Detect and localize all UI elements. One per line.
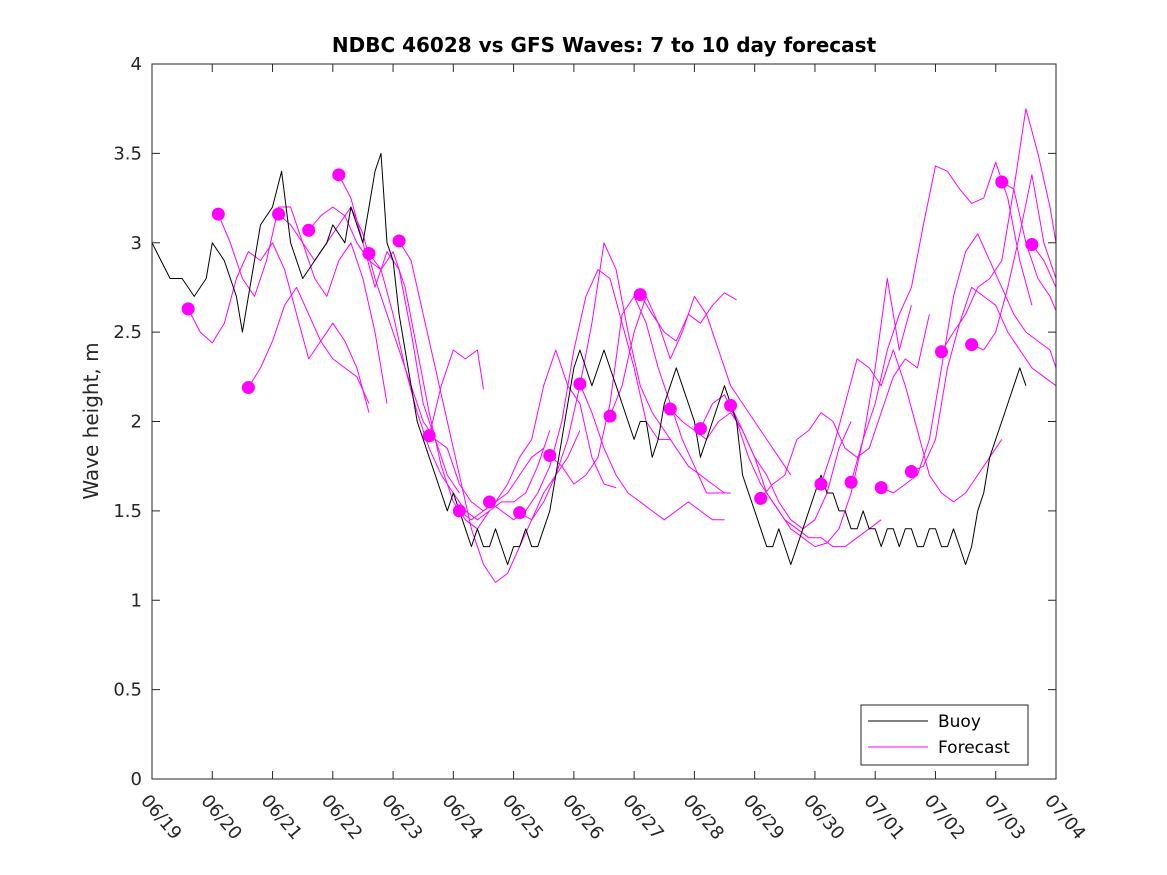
- forecast-marker: [362, 246, 376, 260]
- forecast-line: [941, 108, 1057, 353]
- y-tick-label: 4: [131, 54, 142, 75]
- y-tick-label: 3: [131, 233, 142, 254]
- forecast-line: [1001, 181, 1057, 311]
- forecast-line: [911, 286, 1057, 473]
- forecast-marker: [754, 491, 768, 505]
- forecast-marker: [633, 288, 647, 302]
- forecast-line: [459, 349, 617, 521]
- y-tick-label: 0.5: [113, 680, 142, 701]
- y-axis-ticks: 0 0.5 1 1.5 2 2.5 3 3.5 4: [113, 54, 1056, 790]
- forecast-marker: [573, 377, 587, 391]
- forecast-marker: [543, 448, 557, 462]
- forecast-marker: [302, 223, 316, 237]
- forecast-marker: [814, 477, 828, 491]
- forecast-line: [549, 295, 731, 494]
- forecast-marker: [995, 175, 1009, 189]
- legend-forecast-label: Forecast: [938, 738, 1010, 758]
- forecast-line: [730, 278, 912, 548]
- marker-layer: [181, 168, 1039, 520]
- forecast-line: [519, 242, 725, 521]
- forecast-marker: [452, 504, 466, 518]
- forecast-line: [971, 174, 1057, 351]
- forecast-marker: [934, 345, 948, 359]
- y-tick-label: 3.5: [113, 143, 142, 164]
- forecast-line: [639, 292, 737, 342]
- forecast-marker: [904, 465, 918, 479]
- forecast-marker: [603, 409, 617, 423]
- forecast-line: [820, 349, 1003, 503]
- y-tick-label: 2: [131, 412, 142, 433]
- forecast-line: [247, 286, 370, 404]
- y-tick-label: 1: [131, 590, 142, 611]
- y-axis-label: Wave height, m: [79, 342, 103, 499]
- chart-title: NDBC 46028 vs GFS Waves: 7 to 10 day for…: [332, 33, 877, 57]
- forecast-line: [760, 314, 930, 499]
- legend-buoy-label: Buoy: [938, 712, 981, 732]
- y-tick-label: 1.5: [113, 501, 142, 522]
- legend: Buoy Forecast: [860, 704, 1029, 766]
- forecast-line: [187, 242, 370, 413]
- forecast-marker: [211, 207, 225, 221]
- forecast-marker: [181, 302, 195, 316]
- forecast-marker: [874, 481, 888, 495]
- forecast-marker: [1025, 238, 1039, 252]
- y-tick-label: 0: [131, 769, 142, 790]
- forecast-line: [338, 174, 544, 512]
- y-tick-label: 2.5: [113, 322, 142, 343]
- buoy-line: [151, 152, 1027, 565]
- forecast-marker: [844, 475, 858, 489]
- forecast-line: [1031, 244, 1057, 288]
- forecast-marker: [332, 168, 346, 182]
- forecast-marker: [482, 495, 496, 509]
- forecast-marker: [241, 381, 255, 395]
- series-layer: [151, 108, 1057, 583]
- forecast-marker: [724, 398, 738, 412]
- forecast-line: [579, 383, 725, 521]
- forecast-marker: [272, 207, 286, 221]
- forecast-marker: [663, 402, 677, 416]
- forecast-line: [428, 349, 484, 436]
- legend-box: [860, 704, 1029, 766]
- forecast-marker: [392, 234, 406, 248]
- forecast-marker: [422, 429, 436, 443]
- forecast-line: [880, 233, 1057, 494]
- forecast-marker: [693, 422, 707, 436]
- forecast-line: [308, 206, 490, 521]
- forecast-line: [398, 240, 581, 583]
- plot-background: [152, 64, 1056, 779]
- forecast-line: [609, 295, 792, 476]
- plot-area: [151, 63, 1057, 780]
- forecast-marker: [513, 506, 527, 520]
- forecast-marker: [965, 338, 979, 352]
